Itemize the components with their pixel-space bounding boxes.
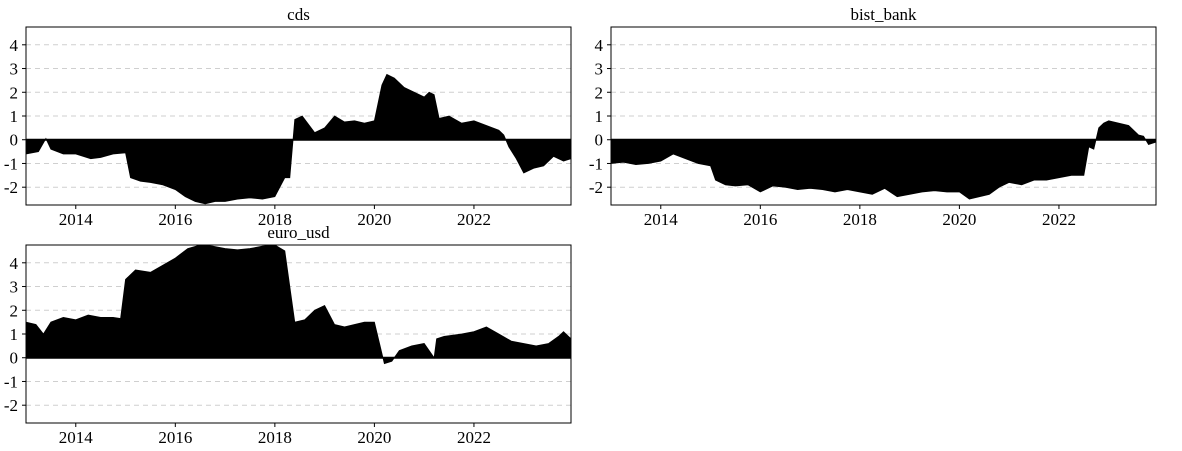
x-tick-label: 2018 bbox=[258, 428, 292, 447]
series-area bbox=[26, 245, 571, 365]
chart-title: bist_bank bbox=[850, 5, 917, 24]
y-tick-label: -1 bbox=[4, 372, 18, 391]
y-tick-label: 3 bbox=[10, 60, 19, 79]
panel-cds: cds -2 -1 0 1 2 3 4 2014 2016 2018 2020 2022 bbox=[4, 5, 572, 229]
y-tick-label: 2 bbox=[10, 83, 19, 102]
x-tick-label: 2018 bbox=[843, 210, 877, 229]
x-tick-label: 2014 bbox=[644, 210, 679, 229]
x-tick-label: 2016 bbox=[743, 210, 777, 229]
panel-bist-bank: bist_bank -2 -1 0 1 2 3 4 2014 2016 2018 2020 2022 bbox=[589, 5, 1157, 229]
x-tick-label: 2020 bbox=[357, 428, 391, 447]
x-tick-label: 2020 bbox=[357, 210, 391, 229]
y-tick-label: 1 bbox=[10, 325, 19, 344]
y-tick-label: -1 bbox=[4, 154, 18, 173]
x-tick-label: 2022 bbox=[1042, 210, 1076, 229]
y-tick-label: -2 bbox=[589, 178, 603, 197]
chart-title: euro_usd bbox=[267, 223, 330, 242]
x-tick-label: 2014 bbox=[59, 210, 94, 229]
y-tick-label: -1 bbox=[589, 154, 603, 173]
panel-euro-usd: euro_usd -2 -1 0 1 2 3 4 2014 2016 2018 2020 2022 bbox=[4, 223, 572, 447]
x-tick-label: 2016 bbox=[158, 428, 192, 447]
y-tick-label: 3 bbox=[595, 60, 604, 79]
y-tick-label: 0 bbox=[10, 131, 19, 150]
y-tick-label: 4 bbox=[595, 36, 604, 55]
x-tick-label: 2022 bbox=[457, 428, 491, 447]
x-tick-label: 2016 bbox=[158, 210, 192, 229]
x-tick-label: 2014 bbox=[59, 428, 94, 447]
y-tick-label: 1 bbox=[10, 107, 19, 126]
x-tick-label: 2018 bbox=[258, 210, 292, 229]
x-tick-label: 2022 bbox=[457, 210, 491, 229]
y-tick-label: 0 bbox=[595, 131, 604, 150]
y-tick-label: 4 bbox=[10, 36, 19, 55]
y-tick-label: 0 bbox=[10, 349, 19, 368]
y-tick-label: 2 bbox=[10, 301, 19, 320]
y-tick-label: 3 bbox=[10, 278, 19, 297]
y-tick-label: 1 bbox=[595, 107, 604, 126]
chart-title: cds bbox=[287, 5, 310, 24]
y-tick-label: -2 bbox=[4, 178, 18, 197]
y-tick-label: 2 bbox=[595, 83, 604, 102]
y-tick-label: 4 bbox=[10, 254, 19, 273]
y-tick-label: -2 bbox=[4, 396, 18, 415]
x-tick-label: 2020 bbox=[942, 210, 976, 229]
